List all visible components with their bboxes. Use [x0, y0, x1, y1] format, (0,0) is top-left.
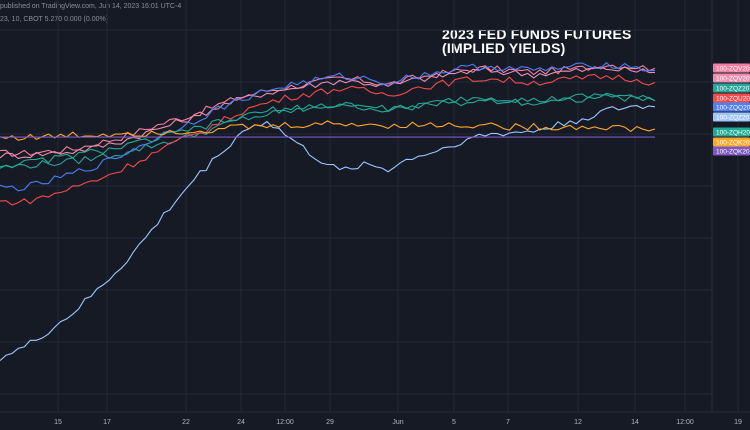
legend-label: 100-ZQQ20: [716, 105, 750, 112]
publish-info: published on TradingView.com, Jun 14, 20…: [0, 3, 182, 10]
time-tick-label: 15: [54, 419, 62, 426]
legend-label: 100-ZQZ20: [716, 86, 750, 93]
time-tick-label: 17: [103, 419, 111, 426]
time-tick-label: 5: [452, 419, 456, 426]
legend-label: 100-ZQH20: [716, 130, 750, 137]
time-tick-label: 12: [574, 419, 582, 426]
legend-swatch: [713, 112, 750, 122]
series-line: [0, 61, 656, 192]
series-group: [0, 61, 656, 362]
grid: [0, 0, 739, 412]
legend-swatch: [713, 63, 750, 73]
symbol-info: 23, 10, CBOT 5.270 0.000 (0.00%): [0, 16, 109, 23]
legend-swatch: [713, 137, 750, 147]
legend-label: 100-ZQU20: [716, 96, 750, 103]
time-tick-label: 12:00: [676, 419, 694, 426]
series-line: [0, 92, 656, 169]
legend-swatch: [713, 83, 750, 93]
legend-label: 100-ZQZ20: [716, 115, 750, 122]
chart-title-line2: (IMPLIED YIELDS): [442, 40, 566, 56]
series-line: [0, 64, 656, 157]
series-line: [0, 93, 656, 169]
time-tick-label: 7: [506, 419, 510, 426]
legend-swatch: [713, 73, 750, 83]
series-line: [0, 73, 656, 206]
time-tick-label: 12:00: [276, 419, 294, 426]
legend-label: 100-ZQV20: [716, 66, 750, 73]
legend-swatch: [713, 102, 750, 112]
legend-swatch: [713, 127, 750, 137]
time-tick-label: 22: [182, 419, 190, 426]
legend-label: 100-ZQK20: [716, 140, 750, 147]
legend-label: 100-ZQK20: [716, 149, 750, 156]
time-tick-label: 19: [734, 419, 742, 426]
legend-swatch: [713, 146, 750, 156]
time-tick-label: 14: [631, 419, 639, 426]
time-tick-label: Jun: [392, 419, 403, 426]
series-line: [0, 66, 656, 159]
time-tick-label: 24: [237, 419, 245, 426]
time-axis: 15 17 22 24 12:00 29 Jun 5 7 12 14 12:00 19: [54, 419, 742, 426]
legend-label: 100-ZQV20: [716, 76, 750, 83]
series-line: [0, 105, 656, 362]
legend: 100-ZQV20 100-ZQV20 100-ZQZ20 100-ZQU20 100-…: [713, 63, 750, 156]
legend-swatch: [713, 93, 750, 103]
time-tick-label: 29: [326, 419, 334, 426]
